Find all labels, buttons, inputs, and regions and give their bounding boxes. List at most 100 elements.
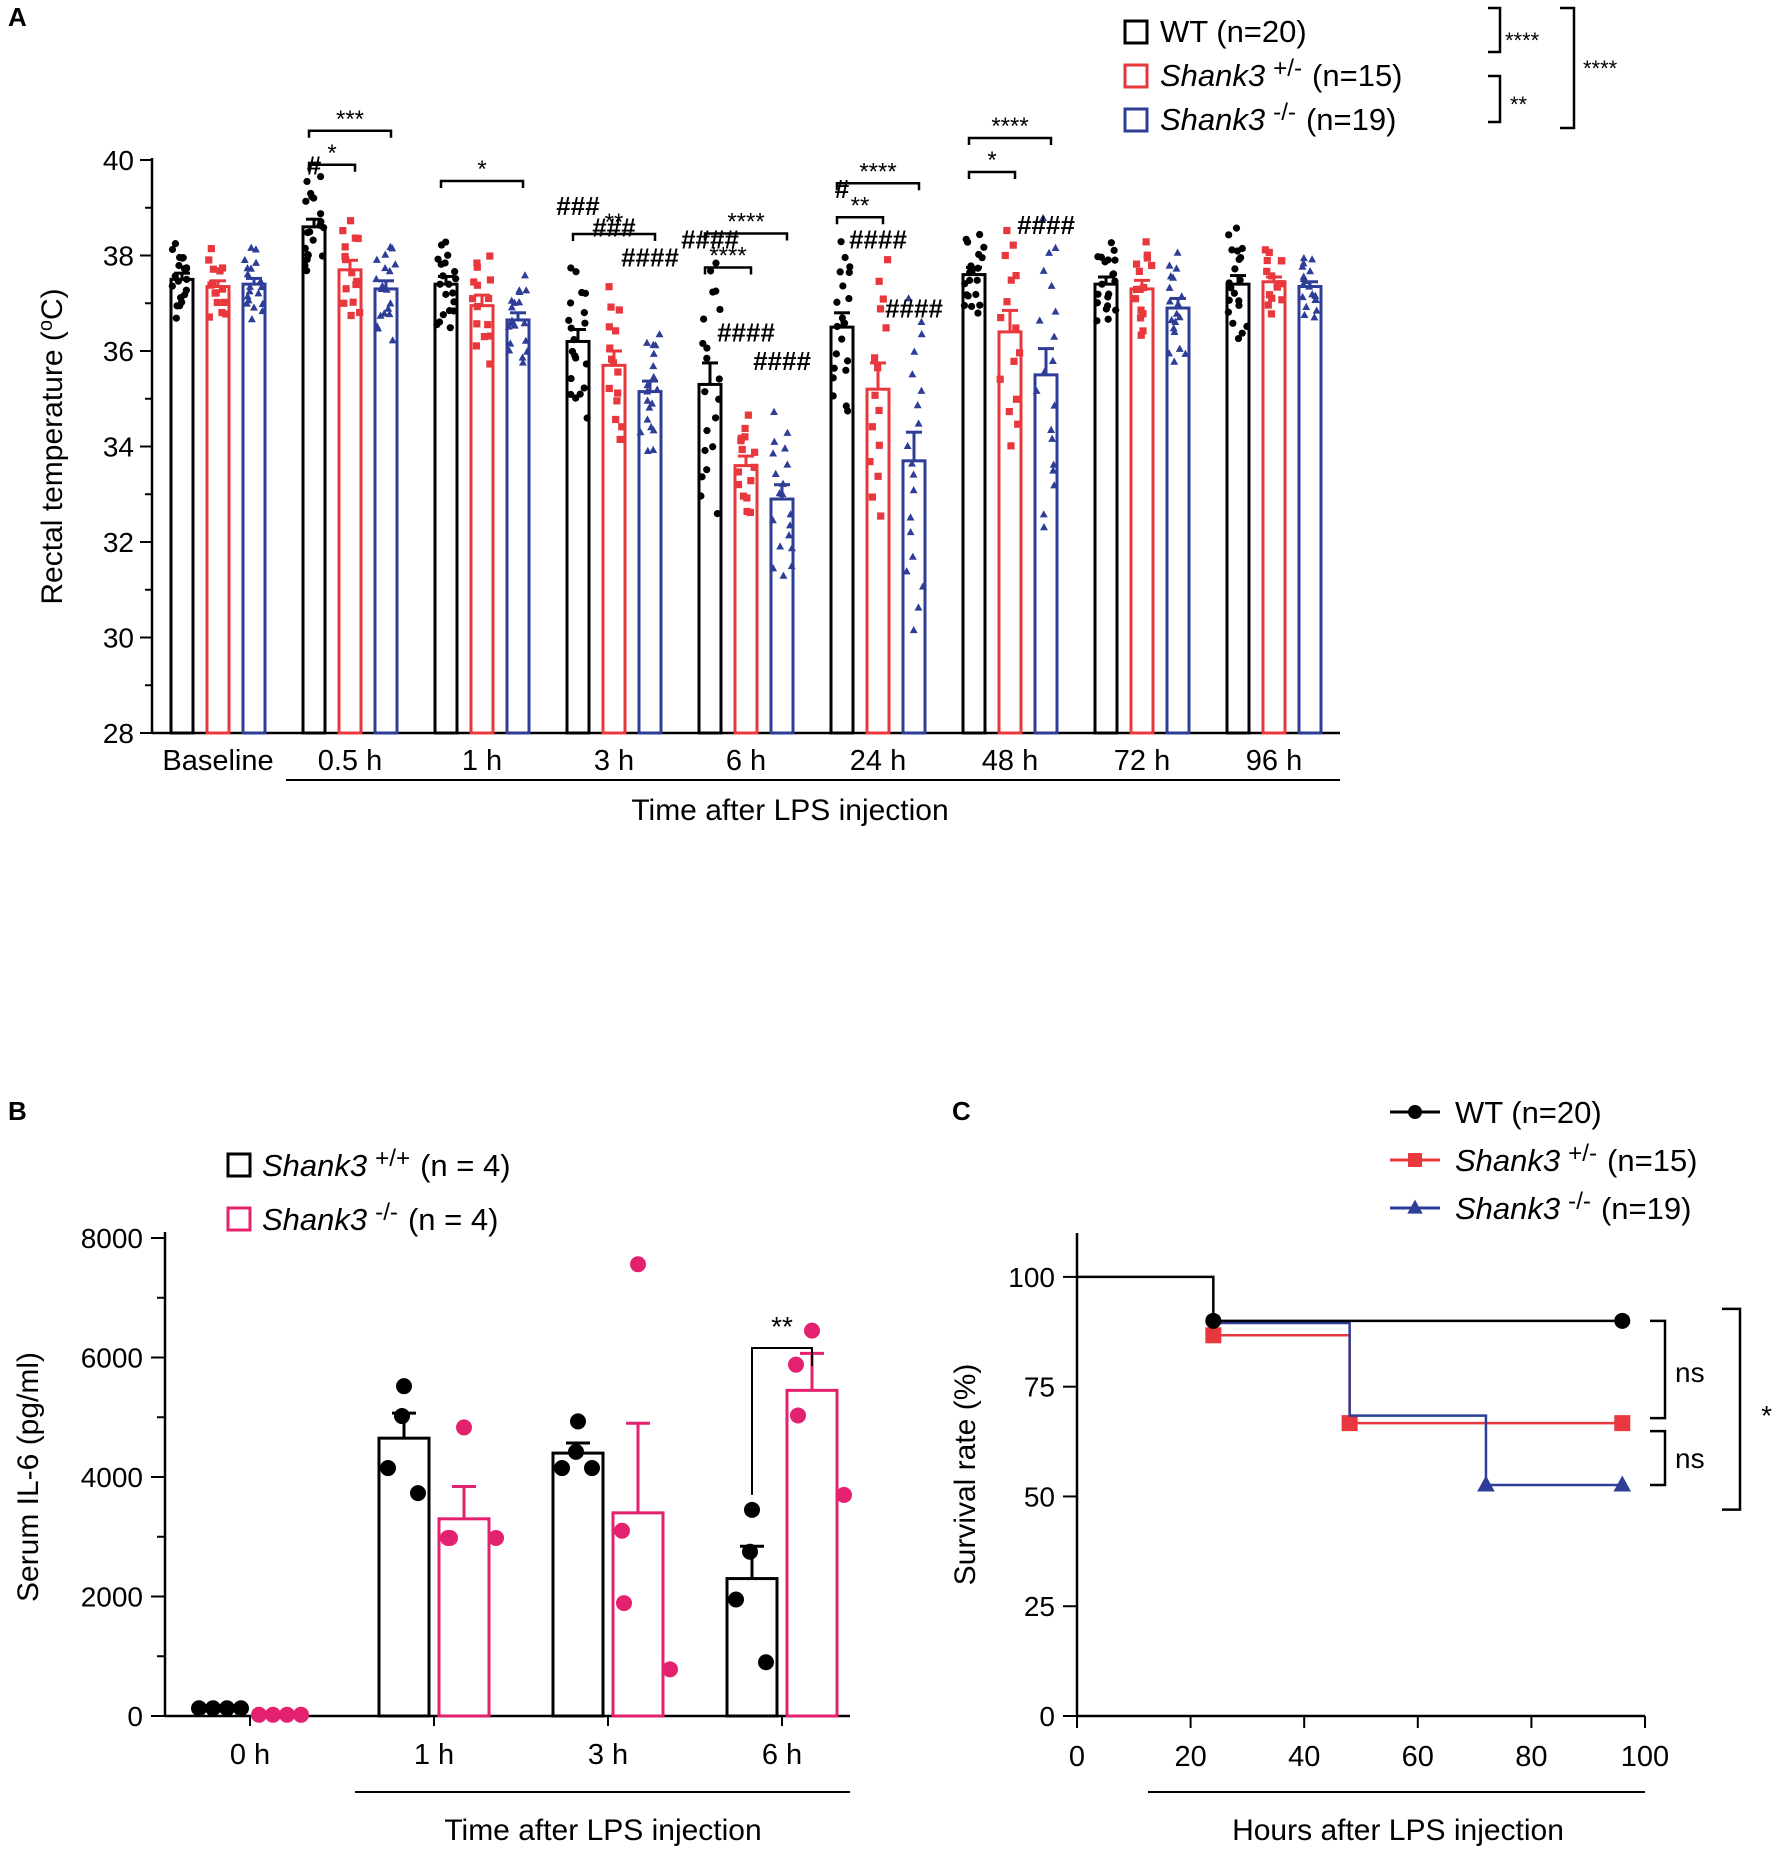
b-data-point — [191, 1700, 207, 1717]
a-data-point — [904, 294, 913, 302]
a-data-point — [444, 251, 452, 259]
a-data-point — [997, 313, 1005, 322]
a-data-point — [243, 263, 252, 272]
b-data-point — [488, 1529, 504, 1546]
a-data-point — [1010, 357, 1018, 365]
a-data-point — [1049, 460, 1058, 468]
a-y-tick-label: 40 — [103, 145, 134, 176]
a-data-point — [486, 332, 494, 340]
a-data-point — [218, 285, 227, 293]
a-data-point — [523, 347, 532, 355]
a-data-point — [565, 316, 573, 324]
a-data-point — [302, 197, 310, 205]
a-data-point — [643, 446, 652, 455]
a-data-point — [643, 380, 652, 389]
a-data-point — [506, 339, 515, 347]
a-data-point — [1135, 267, 1143, 275]
a-data-point — [1103, 302, 1112, 310]
a-data-point — [712, 259, 720, 267]
a-data-point — [1165, 261, 1174, 269]
a-data-point — [222, 310, 230, 318]
a-bar — [1297, 285, 1323, 735]
a-data-point — [780, 444, 789, 452]
a-legend-stat: **** — [1583, 56, 1618, 81]
b-y-tick-label: 4000 — [81, 1462, 143, 1493]
a-data-point — [168, 245, 177, 254]
a-data-point — [1267, 310, 1276, 318]
a-data-point — [833, 322, 841, 331]
a-data-point — [1273, 283, 1282, 291]
a-comparison-bracket — [439, 179, 525, 189]
b-comparison-label: ** — [771, 1311, 793, 1342]
a-x-tick-label: 3 h — [594, 745, 634, 777]
c-marker — [1614, 1312, 1631, 1329]
a-data-point — [918, 582, 927, 590]
a-data-point — [902, 567, 911, 575]
a-data-point — [518, 358, 527, 366]
a-legend-label: WT (n=20) — [1160, 14, 1307, 49]
a-bar — [1165, 306, 1191, 735]
a-data-point — [1238, 329, 1246, 337]
a-data-point — [301, 244, 309, 252]
c-legend-label: Shank3 +/- (n=15) — [1455, 1140, 1698, 1178]
a-y-tick-label: 30 — [103, 623, 134, 654]
a-data-point — [1306, 267, 1315, 275]
a-bar — [829, 325, 855, 735]
a-data-point — [1231, 265, 1239, 273]
chart-a: 28 30 32 34 36 38 40 Rectal temperature (oC) Bas… — [35, 6, 1618, 827]
a-data-point — [566, 299, 575, 307]
b-y-tick-label: 8000 — [81, 1223, 143, 1254]
a-data-point — [1230, 289, 1238, 297]
b-data-point — [630, 1256, 646, 1273]
a-data-point — [833, 298, 841, 306]
a-data-point — [783, 428, 792, 436]
a-data-point — [435, 318, 444, 326]
a-data-point — [876, 305, 885, 313]
a-data-point — [449, 289, 457, 297]
a-data-point — [976, 230, 984, 239]
b-data-point — [568, 1443, 584, 1460]
a-data-point — [868, 423, 877, 431]
a-data-point — [769, 449, 778, 457]
a-data-point — [391, 260, 400, 268]
a-hash-mark: ### — [556, 191, 600, 221]
a-bar — [733, 464, 759, 735]
a-bar — [1261, 280, 1287, 735]
b-legend-label: Shank3 -/- (n = 4) — [262, 1199, 498, 1237]
a-data-point — [655, 330, 664, 338]
a-data-point — [1234, 334, 1243, 343]
b-data-point — [233, 1700, 249, 1717]
a-data-point — [917, 386, 926, 394]
a-data-point — [703, 466, 711, 474]
a-comparison-bracket — [967, 170, 1017, 179]
a-comparison-bracket — [967, 136, 1053, 145]
a-data-point — [382, 285, 391, 293]
a-data-point — [205, 256, 213, 264]
a-data-point — [1169, 273, 1178, 281]
a-data-point — [472, 342, 481, 350]
a-data-point — [829, 392, 837, 400]
a-bar — [169, 277, 195, 735]
a-data-point — [381, 250, 390, 258]
a-data-point — [1007, 276, 1015, 284]
a-data-point — [353, 277, 361, 285]
a-bar — [505, 318, 531, 735]
a-y-axis-label: Rectal temperature (oC) — [35, 288, 69, 604]
a-bar — [1093, 282, 1119, 735]
a-comparison-label: **** — [991, 113, 1028, 140]
c-stat-bracket — [1650, 1429, 1667, 1487]
c-y-axis-label: Survival rate (%) — [949, 1364, 982, 1586]
a-data-point — [341, 252, 349, 261]
a-x-tick-label: 96 h — [1246, 745, 1302, 777]
a-data-point — [612, 415, 620, 424]
a-data-point — [1050, 332, 1059, 340]
a-data-point — [452, 275, 460, 283]
a-data-point — [356, 308, 364, 317]
a-bar — [433, 282, 459, 735]
b-y-tick-label: 2000 — [81, 1582, 143, 1613]
a-bar — [697, 382, 723, 735]
panel-b-label: B — [8, 1096, 27, 1126]
a-comparison-bracket — [571, 232, 657, 242]
a-data-point — [1009, 241, 1017, 249]
a-data-point — [1047, 281, 1056, 289]
